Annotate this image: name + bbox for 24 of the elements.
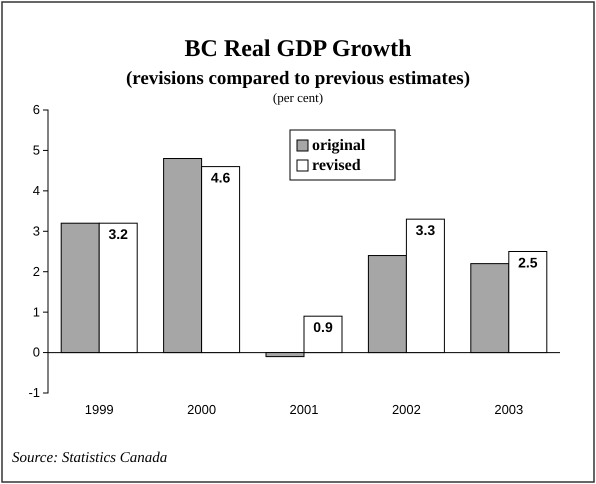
chart-title: BC Real GDP Growth <box>184 36 412 62</box>
x-tick-label: 2003 <box>494 402 524 418</box>
data-label: 2.5 <box>518 254 538 270</box>
legend-label: revised <box>312 157 361 174</box>
data-label: 3.2 <box>108 226 128 242</box>
y-tick-label: 3 <box>32 223 40 238</box>
chart-subtitle: (revisions compared to previous estimates) <box>126 68 470 89</box>
data-label: 0.9 <box>313 319 333 336</box>
x-tick-label: 2000 <box>187 402 216 418</box>
source-note: Source: Statistics Canada <box>12 450 168 466</box>
y-tick-label: -1 <box>28 385 40 400</box>
y-tick-label: 6 <box>32 102 40 118</box>
legend-label: original <box>312 137 366 154</box>
x-tick-label: 1999 <box>84 402 114 418</box>
y-axis-title: (per cent) <box>272 90 324 105</box>
x-tick-label: 2001 <box>290 402 318 418</box>
y-tick-label: 2 <box>32 264 40 279</box>
x-tick-label: 2002 <box>392 402 421 418</box>
y-tick-label: 4 <box>32 183 40 198</box>
data-label: 3.3 <box>416 222 436 238</box>
y-tick-label: 1 <box>32 304 40 320</box>
data-label: 4.6 <box>210 170 231 186</box>
y-tick-label: 5 <box>32 142 40 158</box>
y-tick-label: 0 <box>32 344 40 360</box>
